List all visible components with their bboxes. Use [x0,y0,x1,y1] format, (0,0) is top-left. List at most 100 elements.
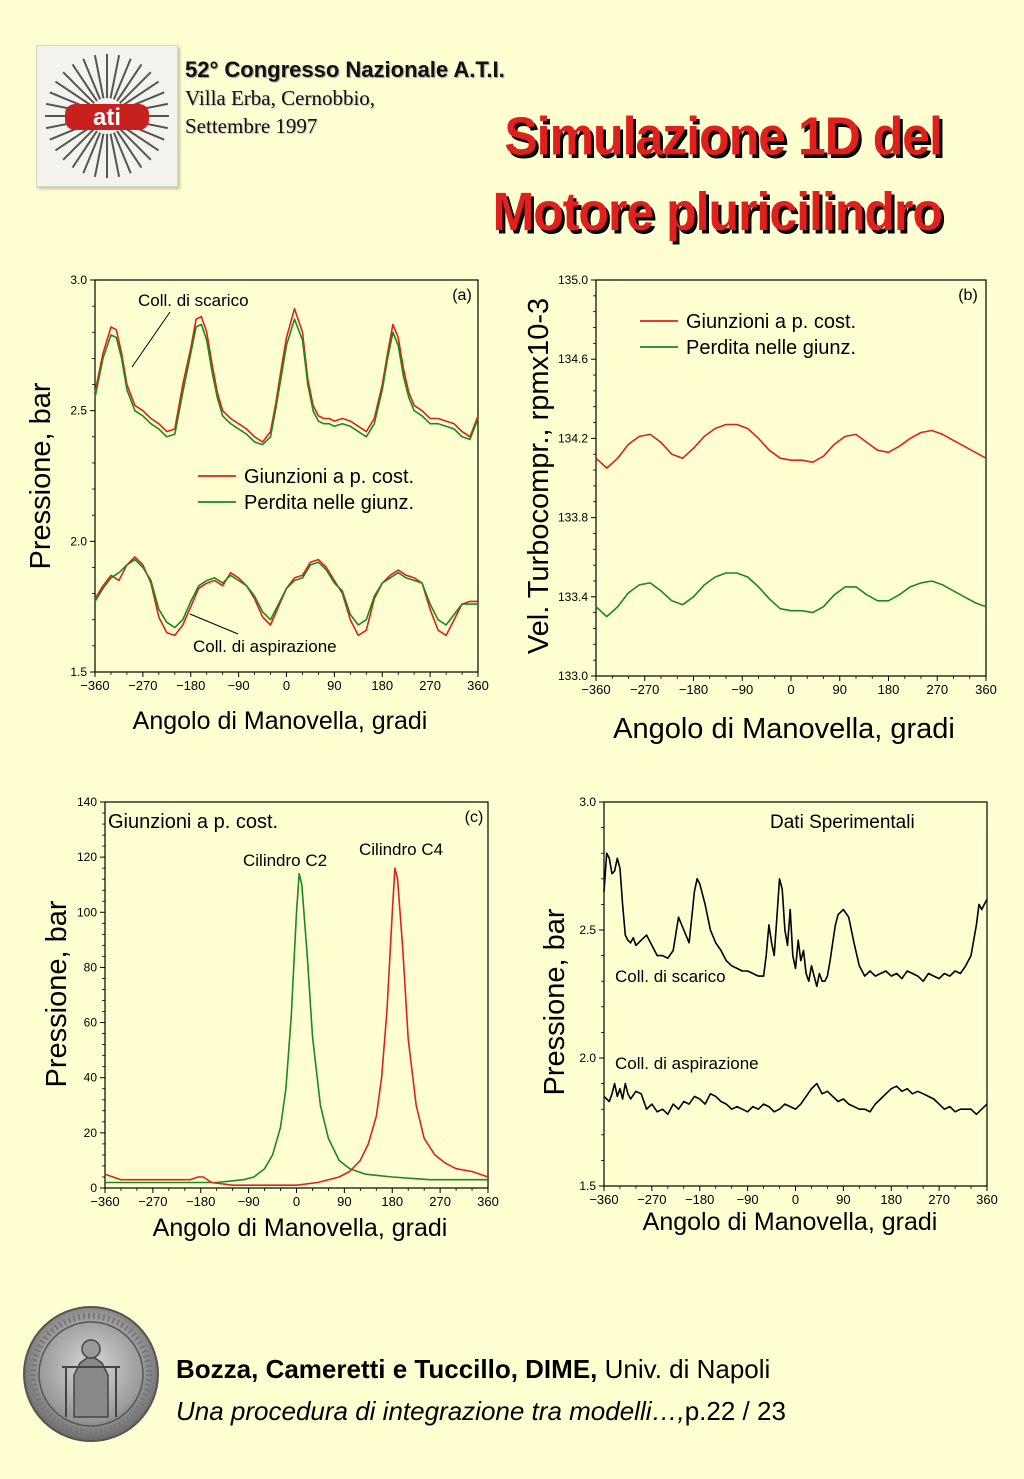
x-tick-label: 90 [836,1192,850,1207]
y-tick-label: 1.5 [70,665,87,679]
x-tick-label: 270 [429,1194,451,1209]
page-title: Simulazione 1D del Motore pluricilindro [382,98,943,249]
x-tick-label: −90 [228,678,250,693]
x-tick-label: 360 [976,1192,998,1207]
series-line-giunzioni-a-p-cost--0 [94,307,479,443]
annotation-scarico: Coll. di scarico [615,967,726,986]
x-tick-label: −270 [637,1192,666,1207]
series-line-perdita-nelle-giunz--1 [595,572,987,618]
y-tick-label: 2.0 [579,1051,596,1065]
legend-entry: Giunzioni a p. cost. [244,466,414,488]
x-tick-label: −180 [176,678,205,693]
congress-name: 52° Congresso Nazionale A.T.I. [185,57,505,82]
panel-label: (a) [452,287,472,304]
series-line-giunzioni-a-p-cost--0 [595,423,987,469]
chart-a: −360 −270 −180 −90 0 90 180 270 360 1.5 2.0 2.5 3.0 A… [25,273,489,735]
panel-label: (b) [958,287,978,304]
x-tick-label: −90 [737,1192,759,1207]
x-tick-label: −360 [581,682,610,697]
y-tick-label: 40 [84,1071,98,1085]
x-tick-label: −270 [128,678,157,693]
x-tick-label: −270 [630,682,659,697]
x-tick-label: 90 [337,1194,351,1209]
x-tick-label: 180 [880,1192,902,1207]
series-line-cilindro-c2-0 [105,872,488,1184]
y-tick-label: 80 [84,960,98,974]
x-tick-label: 0 [787,682,794,697]
y-tick-label: 0 [90,1181,97,1195]
y-axis-label: Pressione, bar [539,908,571,1095]
y-tick-label: 60 [84,1016,98,1030]
title-line-1: Simulazione 1D del [504,105,943,167]
ati-logo-graphic: ati [45,54,169,178]
annotation-cylinder-c4: Cilindro C4 [359,840,443,859]
x-tick-label: −360 [90,1194,119,1209]
x-tick-label: 360 [477,1194,499,1209]
y-tick-label: 2.5 [579,923,596,937]
plot-frame [603,801,988,1187]
series-line-cilindro-c4-1 [104,867,489,1187]
legend-entry: Perdita nelle giunz. [244,492,414,514]
annotation-config: Giunzioni a p. cost. [108,811,278,833]
chart-b: −360 −270 −180 −90 0 90 180 270 360 133.0 133.4 133… [523,273,997,745]
annotation-aspirazione: Coll. di aspirazione [193,637,337,656]
x-tick-label: 180 [371,678,393,693]
annotation-cylinder-c2: Cilindro C2 [243,851,327,870]
annotation-scarico: Coll. di scarico [138,291,249,310]
legend-entry: Giunzioni a p. cost. [686,311,856,333]
x-axis-label: Angolo di Manovella, gradi [133,707,428,735]
y-axis-label: Pressione, bar [41,900,73,1087]
y-tick-label: 134.2 [558,431,588,445]
y-tick-label: 133.4 [558,590,588,604]
y-tick-label: 134.6 [558,352,588,366]
x-tick-label: 0 [293,1194,300,1209]
logo-text: ati [93,104,121,131]
x-tick-label: 270 [926,682,948,697]
series-line-coll-di-scarico-0 [603,852,988,988]
series-line-coll-di-aspirazione-1 [603,1082,988,1116]
x-tick-label: 360 [467,678,489,693]
series-line-perdita-nelle-giunz--3 [94,558,478,629]
ati-logo: ati [36,45,178,187]
x-tick-label: −90 [238,1194,260,1209]
annotation-leader [131,311,171,368]
congress-date: Settembre 1997 [185,114,318,138]
x-axis-label: Angolo di Manovella, gradi [153,1214,448,1242]
university-seal [23,1306,159,1442]
y-tick-label: 20 [84,1126,98,1140]
y-axis-label: Vel. Turbocompr., rpmx10-3 [523,298,555,654]
university: Univ. di Napoli [597,1354,771,1384]
annotation-aspirazione: Coll. di aspirazione [615,1054,759,1073]
presentation-title: Una procedura di integrazione tra modell… [176,1396,685,1426]
annotation-leader [189,613,239,635]
subtitle-line: Una procedura di integrazione tra modell… [176,1396,786,1427]
x-tick-label: 180 [381,1194,403,1209]
x-tick-label: 0 [283,678,290,693]
y-tick-label: 3.0 [70,273,87,287]
y-tick-label: 1.5 [579,1179,596,1193]
x-tick-label: 360 [975,682,997,697]
legend-entry: Perdita nelle giunz. [686,337,856,359]
x-tick-label: 270 [928,1192,950,1207]
x-axis-label: Angolo di Manovella, gradi [643,1208,938,1236]
chart-c: −360 −270 −180 −90 0 90 180 270 360 0 20 40 60 80 100 1… [41,795,499,1242]
chart-title: Dati Sperimentali [770,812,915,833]
y-axis-label: Pressione, bar [25,382,57,569]
y-tick-label: 133.0 [558,669,588,683]
x-tick-label: 90 [833,682,847,697]
x-tick-label: 270 [419,678,441,693]
y-tick-label: 120 [77,850,97,864]
y-tick-label: 2.0 [70,534,87,548]
y-tick-label: 140 [77,795,97,809]
x-tick-label: 180 [878,682,900,697]
x-tick-label: −360 [80,678,109,693]
x-tick-label: −180 [685,1192,714,1207]
x-tick-label: −180 [186,1194,215,1209]
y-tick-label: 3.0 [579,795,596,809]
x-tick-label: 0 [792,1192,799,1207]
authors: Bozza, Cameretti e Tuccillo, DIME, [176,1354,598,1384]
x-tick-label: 90 [327,678,341,693]
series-line-perdita-nelle-giunz--1 [94,318,479,446]
authors-line: Bozza, Cameretti e Tuccillo, DIME, Univ.… [176,1354,770,1385]
y-tick-label: 100 [77,905,97,919]
